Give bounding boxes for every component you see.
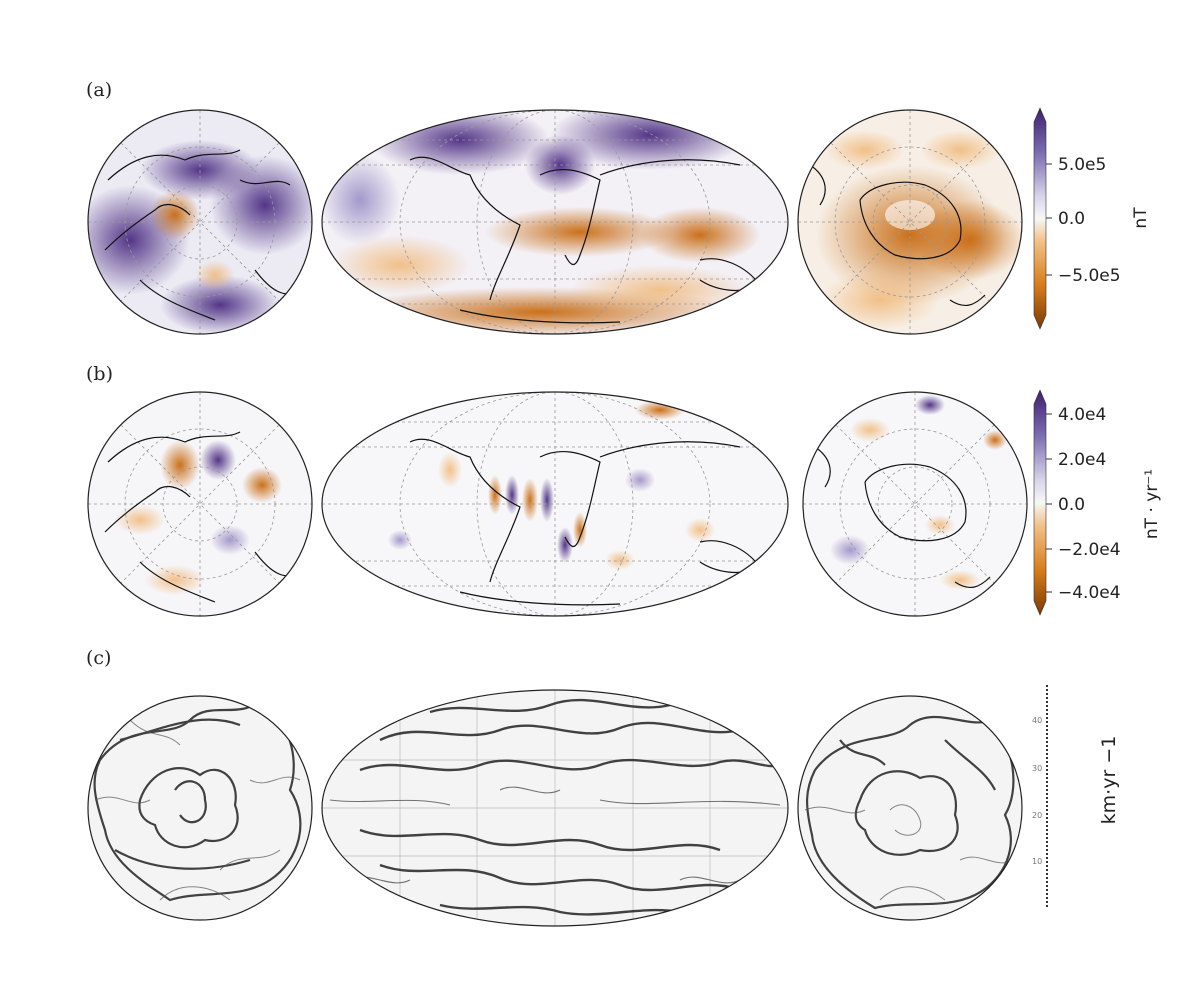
colorbar-a-tick-bottom: −5.0e5 <box>1058 266 1121 286</box>
colorbar-b-tick-5: −4.0e4 <box>1058 583 1121 603</box>
map-b-north-pole <box>87 391 313 617</box>
colorbar-c-tick-20: 20 <box>1032 811 1042 820</box>
colorbar-b-tick-2: 2.0e4 <box>1058 450 1106 470</box>
map-c-mollweide-streamlines <box>321 689 789 927</box>
panel-label-c: (c) <box>86 647 111 669</box>
colorbar-b: 4.0e4 2.0e4 0.0 −2.0e4 −4.0e4 nT · yr⁻¹ <box>1033 389 1162 616</box>
colorbar-b-unit: nT · yr⁻¹ <box>1142 469 1162 539</box>
panel-label-a: (a) <box>86 79 112 101</box>
map-c-north-pole-streamlines <box>87 695 313 921</box>
colorbar-a-unit: nT <box>1131 207 1151 229</box>
colorbar-c: 40 30 20 10 km·yr −1 <box>1032 685 1120 908</box>
colorbar-a-tick-top: 5.0e5 <box>1058 155 1106 175</box>
colorbar-b-tick-4: −2.0e4 <box>1058 540 1121 560</box>
map-b-south-pole <box>802 391 1028 617</box>
colorbar-c-unit: km·yr −1 <box>1098 736 1120 825</box>
colorbar-c-tick-10: 10 <box>1032 857 1042 866</box>
panel-label-b: (b) <box>86 363 113 385</box>
colorbar-c-tick-40: 40 <box>1032 716 1042 725</box>
colorbar-b-tick-1: 4.0e4 <box>1058 405 1106 425</box>
map-a-mollweide <box>321 109 789 335</box>
colorbar-a: 5.0e5 0.0 −5.0e5 nT <box>1033 107 1151 330</box>
colorbar-b-tick-3: 0.0 <box>1058 495 1085 515</box>
colorbar-c-tick-30: 30 <box>1032 764 1042 773</box>
map-a-south-pole <box>797 109 1023 335</box>
map-a-north-pole <box>87 109 313 335</box>
colorbar-a-tick-mid: 0.0 <box>1058 209 1085 229</box>
map-b-mollweide <box>321 391 789 617</box>
map-c-south-pole-streamlines <box>797 695 1023 921</box>
